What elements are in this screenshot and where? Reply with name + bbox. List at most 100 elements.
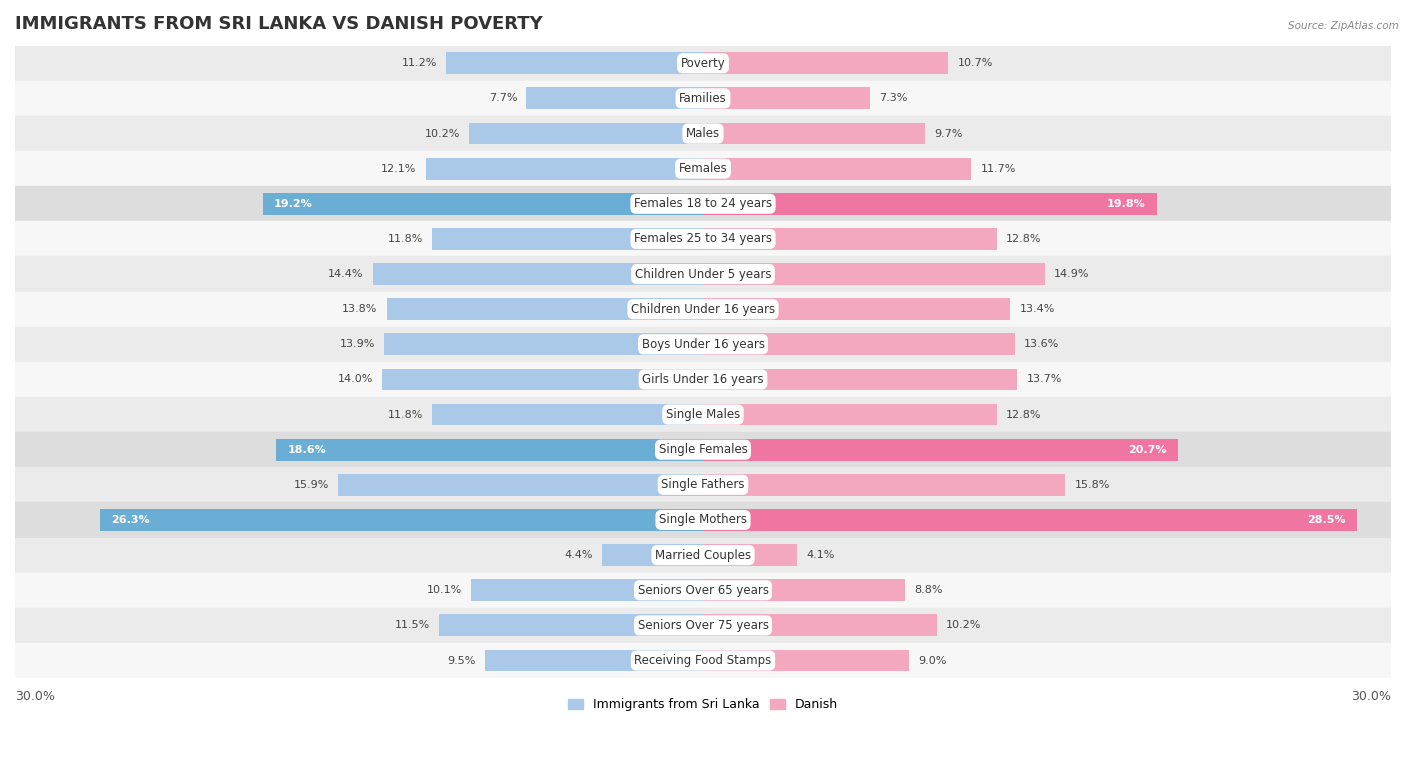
- Text: 9.7%: 9.7%: [935, 129, 963, 139]
- Text: 7.7%: 7.7%: [489, 93, 517, 103]
- Bar: [703, 263, 1045, 285]
- Text: Families: Families: [679, 92, 727, 105]
- Text: 14.4%: 14.4%: [328, 269, 364, 279]
- Text: 10.7%: 10.7%: [957, 58, 993, 68]
- Bar: [15, 537, 1391, 573]
- Text: 11.5%: 11.5%: [395, 620, 430, 631]
- Text: 8.8%: 8.8%: [914, 585, 942, 595]
- Bar: [703, 544, 797, 566]
- Bar: [703, 650, 910, 672]
- Bar: [277, 439, 703, 461]
- Bar: [703, 52, 949, 74]
- Text: Seniors Over 75 years: Seniors Over 75 years: [637, 619, 769, 632]
- Bar: [387, 299, 703, 320]
- Bar: [703, 509, 1357, 531]
- Bar: [703, 579, 905, 601]
- Bar: [15, 608, 1391, 643]
- Bar: [703, 368, 1017, 390]
- Bar: [703, 474, 1066, 496]
- Text: Single Fathers: Single Fathers: [661, 478, 745, 491]
- Text: 15.9%: 15.9%: [294, 480, 329, 490]
- Bar: [15, 292, 1391, 327]
- Bar: [373, 263, 703, 285]
- Bar: [15, 81, 1391, 116]
- Bar: [703, 123, 925, 144]
- Bar: [15, 467, 1391, 503]
- Bar: [703, 228, 997, 250]
- Text: 7.3%: 7.3%: [880, 93, 908, 103]
- Bar: [15, 397, 1391, 432]
- Bar: [703, 334, 1015, 356]
- Bar: [263, 193, 703, 215]
- Bar: [15, 573, 1391, 608]
- Bar: [703, 193, 1157, 215]
- Text: Females 18 to 24 years: Females 18 to 24 years: [634, 197, 772, 210]
- Text: Receiving Food Stamps: Receiving Food Stamps: [634, 654, 772, 667]
- Text: 19.2%: 19.2%: [274, 199, 314, 208]
- Bar: [384, 334, 703, 356]
- Bar: [15, 503, 1391, 537]
- Bar: [15, 643, 1391, 678]
- Bar: [703, 439, 1178, 461]
- Text: IMMIGRANTS FROM SRI LANKA VS DANISH POVERTY: IMMIGRANTS FROM SRI LANKA VS DANISH POVE…: [15, 15, 543, 33]
- Bar: [15, 221, 1391, 256]
- Bar: [433, 228, 703, 250]
- Text: 13.7%: 13.7%: [1026, 374, 1062, 384]
- Text: 13.8%: 13.8%: [342, 304, 377, 314]
- Text: 10.2%: 10.2%: [946, 620, 981, 631]
- Text: 10.2%: 10.2%: [425, 129, 460, 139]
- Text: 20.7%: 20.7%: [1128, 445, 1166, 455]
- Text: Girls Under 16 years: Girls Under 16 years: [643, 373, 763, 386]
- Text: 4.1%: 4.1%: [806, 550, 835, 560]
- Text: 12.8%: 12.8%: [1005, 409, 1042, 420]
- Bar: [703, 299, 1011, 320]
- Bar: [15, 186, 1391, 221]
- Bar: [15, 116, 1391, 151]
- Text: 10.1%: 10.1%: [427, 585, 463, 595]
- Legend: Immigrants from Sri Lanka, Danish: Immigrants from Sri Lanka, Danish: [564, 693, 842, 716]
- Text: Females 25 to 34 years: Females 25 to 34 years: [634, 233, 772, 246]
- Bar: [15, 362, 1391, 397]
- Text: 28.5%: 28.5%: [1306, 515, 1346, 525]
- Bar: [439, 615, 703, 636]
- Text: 9.0%: 9.0%: [918, 656, 948, 666]
- Bar: [339, 474, 703, 496]
- Bar: [15, 151, 1391, 186]
- Bar: [446, 52, 703, 74]
- Text: 14.0%: 14.0%: [337, 374, 373, 384]
- Text: 11.2%: 11.2%: [402, 58, 437, 68]
- Text: 15.8%: 15.8%: [1074, 480, 1109, 490]
- Text: 13.4%: 13.4%: [1019, 304, 1054, 314]
- Bar: [382, 368, 703, 390]
- Bar: [470, 123, 703, 144]
- Bar: [602, 544, 703, 566]
- Text: Males: Males: [686, 127, 720, 140]
- Bar: [15, 327, 1391, 362]
- Bar: [433, 404, 703, 425]
- Text: 19.8%: 19.8%: [1107, 199, 1146, 208]
- Bar: [15, 256, 1391, 292]
- Text: 14.9%: 14.9%: [1054, 269, 1090, 279]
- Text: 30.0%: 30.0%: [1351, 691, 1391, 703]
- Bar: [100, 509, 703, 531]
- Bar: [703, 158, 972, 180]
- Text: Source: ZipAtlas.com: Source: ZipAtlas.com: [1288, 21, 1399, 31]
- Text: 12.8%: 12.8%: [1005, 234, 1042, 244]
- Text: Boys Under 16 years: Boys Under 16 years: [641, 338, 765, 351]
- Text: 4.4%: 4.4%: [564, 550, 593, 560]
- Text: 12.1%: 12.1%: [381, 164, 416, 174]
- Bar: [703, 404, 997, 425]
- Bar: [15, 432, 1391, 467]
- Text: Single Mothers: Single Mothers: [659, 513, 747, 527]
- Bar: [703, 615, 936, 636]
- Bar: [526, 87, 703, 109]
- Text: Children Under 5 years: Children Under 5 years: [634, 268, 772, 280]
- Text: 11.7%: 11.7%: [980, 164, 1017, 174]
- Text: Seniors Over 65 years: Seniors Over 65 years: [637, 584, 769, 597]
- Text: Children Under 16 years: Children Under 16 years: [631, 302, 775, 315]
- Text: 11.8%: 11.8%: [388, 409, 423, 420]
- Text: Poverty: Poverty: [681, 57, 725, 70]
- Text: 13.9%: 13.9%: [340, 340, 375, 349]
- Bar: [15, 45, 1391, 81]
- Bar: [426, 158, 703, 180]
